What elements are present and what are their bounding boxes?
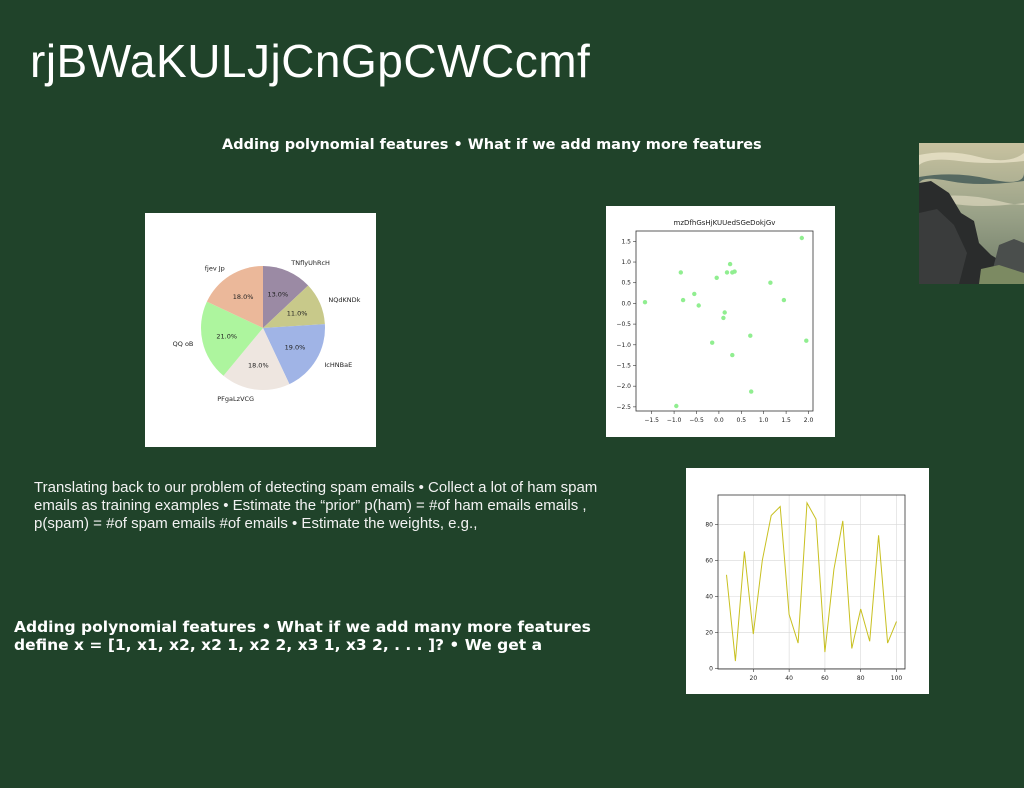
scatter-point: [768, 280, 773, 285]
line-x-tick-label: 80: [857, 675, 865, 682]
line-x-tick-label: 60: [821, 675, 829, 682]
scatter-point: [799, 235, 804, 241]
scatter-x-tick-label: −1.5: [644, 417, 659, 424]
pie-slice: [263, 285, 325, 328]
scatter-point: [721, 315, 726, 321]
scatter-y-tick-label: −2.0: [616, 383, 631, 390]
pie-category-label: NQdKNDk: [328, 296, 360, 304]
pie-slice: [200, 301, 263, 376]
line-y-tick-label: 60: [705, 557, 713, 564]
pie-value-label: 21.0%: [216, 333, 237, 341]
scatter-point: [804, 338, 809, 343]
slide-subtitle: Adding polynomial features • What if we …: [222, 137, 762, 153]
pie-value-label: 18.0%: [248, 361, 269, 369]
line-series: [726, 501, 897, 662]
scatter-point: [710, 340, 715, 345]
pie-slice: [223, 328, 290, 391]
scatter-point: [722, 310, 727, 315]
scatter-chart: mzDfhGsHjKUUedSGeDokjGv −1.5 −1.0 −0.5 0.0 0.…: [616, 219, 814, 424]
pie-category-label: fjev Jp: [205, 264, 225, 272]
scatter-y-tick-label: −1.5: [616, 362, 631, 369]
scatter-point: [714, 275, 719, 280]
scatter-point: [748, 333, 753, 338]
scatter-title: mzDfhGsHjKUUedSGeDokjGv: [674, 219, 776, 227]
shoreline-photo: [919, 143, 1024, 284]
body-paragraph: Translating back to our problem of detec…: [34, 479, 598, 532]
scatter-point: [749, 389, 754, 394]
pie-slice: [263, 266, 309, 328]
scatter-point: [730, 352, 735, 358]
pie-value-label: 18.0%: [233, 293, 254, 301]
pie-category-label: PFgaLzVCG: [217, 395, 254, 403]
scatter-x-tick-label: 1.0: [759, 417, 769, 424]
scatter-x-tick-label: 0.0: [714, 417, 724, 424]
pie-chart-card: 13.0% TNflyUhRcH 11.0% NQdKNDk 19.0% IcHNBaE 1…: [145, 213, 376, 447]
scatter-y-tick-label: 0.0: [621, 300, 631, 307]
scatter-x-tick-label: −0.5: [689, 417, 704, 424]
pie-value-label: 13.0%: [267, 290, 288, 298]
line-x-tick-label: 100: [891, 675, 903, 682]
scatter-y-tick-label: 1.5: [621, 238, 631, 245]
scatter-point: [680, 297, 686, 303]
scatter-y-tick-label: −2.5: [616, 404, 631, 411]
pie-slice: [206, 266, 263, 328]
scatter-x-tick-label: 1.5: [781, 417, 791, 424]
scatter-y-tick-label: −1.0: [616, 342, 631, 349]
line-y-tick-label: 20: [705, 629, 713, 636]
scatter-point: [724, 270, 730, 275]
scatter-x-tick-label: 0.5: [737, 417, 747, 424]
pie-category-label: TNflyUhRcH: [290, 259, 330, 267]
line-x-tick-label: 40: [785, 675, 793, 682]
scatter-point: [642, 300, 648, 305]
line-y-tick-label: 40: [705, 593, 713, 600]
scatter-y-tick-label: −0.5: [616, 321, 631, 328]
line-plot-frame: [717, 494, 906, 670]
line-chart: 20 40 60 80 100 0 20 40 60 80: [705, 494, 906, 682]
scatter-point: [732, 269, 737, 274]
pie-value-label: 11.0%: [287, 310, 308, 318]
scatter-plot-frame: [635, 230, 814, 412]
scatter-y-tick-label: 0.5: [621, 280, 631, 287]
scatter-chart-card: mzDfhGsHjKUUedSGeDokjGv −1.5 −1.0 −0.5 0.0 0.…: [606, 206, 835, 437]
scatter-point: [727, 261, 733, 267]
pie-category-label: IcHNBaE: [324, 361, 352, 369]
pie-slice: [263, 324, 326, 385]
scatter-point: [781, 297, 787, 303]
scatter-y-tick-label: 1.0: [621, 259, 631, 266]
scatter-point: [674, 403, 679, 409]
line-x-tick-label: 20: [750, 675, 758, 682]
slide-title: rjBWaKULJjCnGpCWCcmf: [30, 35, 591, 87]
line-y-tick-label: 0: [709, 665, 713, 672]
bold-paragraph: Adding polynomial features • What if we …: [14, 618, 591, 654]
scatter-point: [678, 270, 683, 275]
scatter-x-tick-label: −1.0: [667, 417, 682, 424]
scatter-point: [696, 303, 701, 308]
scatter-x-tick-label: 2.0: [804, 417, 814, 424]
line-chart-card: 20 40 60 80 100 0 20 40 60 80: [686, 468, 929, 694]
scatter-point: [692, 291, 697, 297]
line-y-tick-label: 80: [705, 521, 713, 528]
pie-chart: 13.0% TNflyUhRcH 11.0% NQdKNDk 19.0% IcHNBaE 1…: [173, 259, 361, 403]
pie-value-label: 19.0%: [285, 343, 306, 351]
pie-category-label: QQ oB: [173, 340, 194, 348]
